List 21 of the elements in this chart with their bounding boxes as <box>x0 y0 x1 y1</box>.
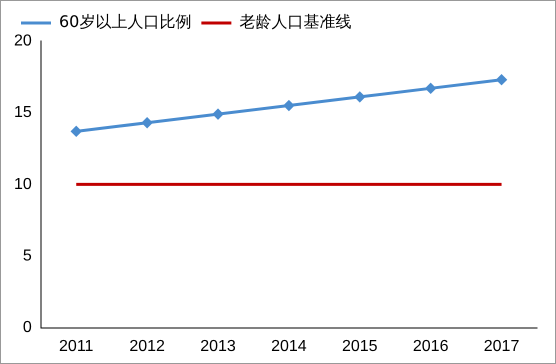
x-tick-label: 2015 <box>342 338 378 355</box>
x-tick-label: 2013 <box>200 338 236 355</box>
point <box>496 74 508 86</box>
x-tick-label: 2014 <box>271 338 307 355</box>
point <box>142 117 153 128</box>
point <box>212 108 224 120</box>
y-tick-label: 15 <box>14 104 32 122</box>
x-tick-label: 2017 <box>484 338 520 355</box>
point <box>354 91 366 102</box>
x-tick-label: 2011 <box>59 338 94 355</box>
point <box>283 100 294 112</box>
point <box>70 126 82 137</box>
y-tick-label: 10 <box>14 176 32 193</box>
x-tick-label: 2016 <box>412 338 449 355</box>
legend-label: 老龄人口基准线 <box>239 12 352 32</box>
y-tick-label: 20 <box>14 32 32 50</box>
y-tick-label: 5 <box>22 248 32 265</box>
y-tick-label: 0 <box>22 319 32 336</box>
x-tick-label: 2012 <box>129 338 166 355</box>
point <box>425 82 436 94</box>
legend-label: 60岁以上人口比例 <box>59 12 192 32</box>
